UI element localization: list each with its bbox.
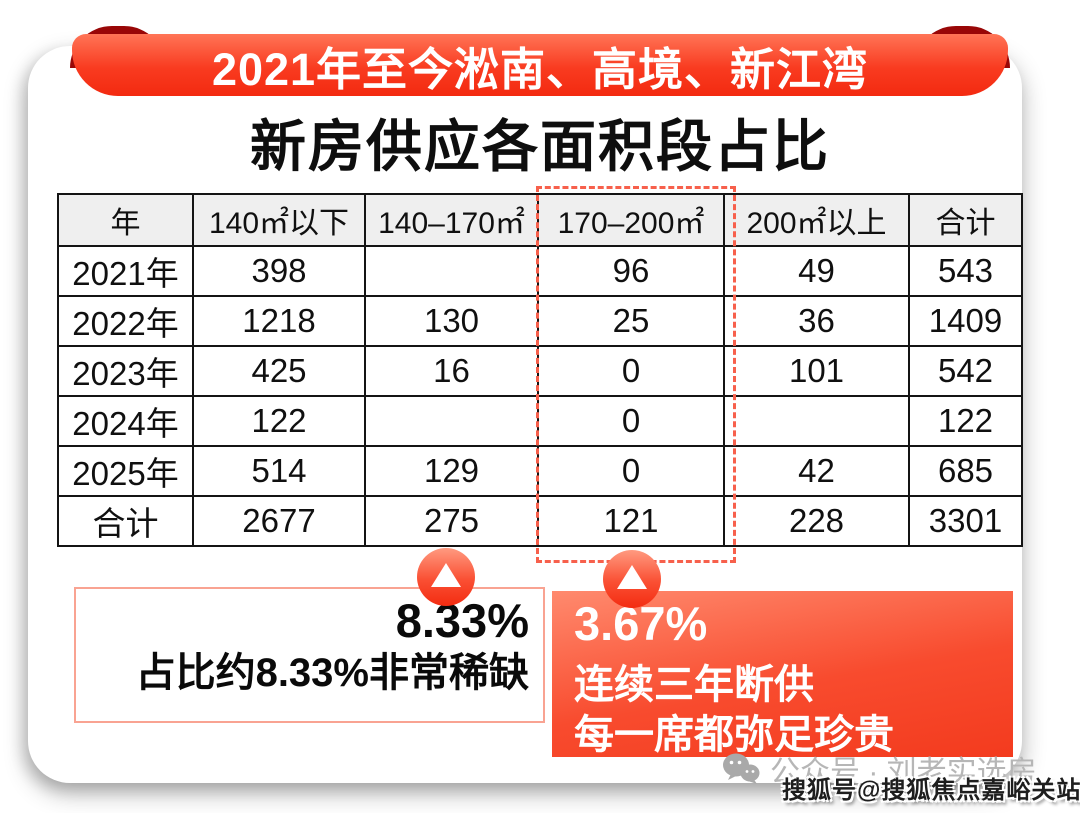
col-header-170-200-highlighted: 170–200㎡ bbox=[537, 193, 725, 247]
cell-value: 1218 bbox=[192, 295, 366, 347]
cell-value: 122 bbox=[192, 395, 366, 447]
cell-value bbox=[723, 395, 910, 447]
cell-year: 2021年 bbox=[57, 245, 194, 297]
col-header-total: 合计 bbox=[908, 193, 1023, 247]
cell-value: 49 bbox=[723, 245, 910, 297]
table-header-row: 年 140㎡以下 140–170㎡ 170–200㎡ 200㎡以上 合计 bbox=[57, 193, 1023, 247]
cell-value-highlighted: 96 bbox=[537, 245, 725, 297]
cell-value: 228 bbox=[723, 495, 910, 547]
cell-value bbox=[364, 245, 539, 297]
cell-year: 2025年 bbox=[57, 445, 194, 497]
cell-year: 合计 bbox=[57, 495, 194, 547]
cell-value: 42 bbox=[723, 445, 910, 497]
wechat-icon bbox=[723, 753, 760, 784]
cell-value: 275 bbox=[364, 495, 539, 547]
col-header-140-170: 140–170㎡ bbox=[364, 193, 539, 247]
cell-value: 398 bbox=[192, 245, 366, 297]
cell-total: 543 bbox=[908, 245, 1023, 297]
cell-total: 1409 bbox=[908, 295, 1023, 347]
table-row-2025: 2025年 514 129 0 42 685 bbox=[57, 445, 1023, 497]
page-title: 新房供应各面积段占比 bbox=[250, 115, 830, 178]
supply-table: 年 140㎡以下 140–170㎡ 170–200㎡ 200㎡以上 合计 202… bbox=[57, 193, 1023, 547]
triangle-up-icon bbox=[617, 565, 647, 589]
callout-left-caption: 占比约8.33%非常稀缺 bbox=[135, 650, 529, 695]
cell-total: 542 bbox=[908, 345, 1023, 397]
cell-value-highlighted: 0 bbox=[537, 445, 725, 497]
callout-left-percent: 8.33% bbox=[395, 594, 529, 647]
cell-value bbox=[364, 395, 539, 447]
cell-value-highlighted: 0 bbox=[537, 395, 725, 447]
table-row-2022: 2022年 1218 130 25 36 1409 bbox=[57, 295, 1023, 347]
table-row-2024: 2024年 122 0 122 bbox=[57, 395, 1023, 447]
cell-value-highlighted: 121 bbox=[537, 495, 725, 547]
cell-value: 16 bbox=[364, 345, 539, 397]
col-header-under-140: 140㎡以下 bbox=[192, 193, 366, 247]
table-row-2023: 2023年 425 16 0 101 542 bbox=[57, 345, 1023, 397]
cell-year: 2024年 bbox=[57, 395, 194, 447]
wechat-watermark: 公众号 · 刘老实选房 bbox=[722, 747, 1037, 791]
table-row-total: 合计 2677 275 121 228 3301 bbox=[57, 495, 1023, 547]
cell-value: 101 bbox=[723, 345, 910, 397]
callout-right-line1: 连续三年断供 bbox=[574, 663, 814, 708]
ribbon-banner: 2021年至今淞南、高境、新江湾 bbox=[64, 26, 1016, 100]
triangle-up-icon bbox=[431, 563, 461, 587]
cell-total: 122 bbox=[908, 395, 1023, 447]
table-row-2021: 2021年 398 96 49 543 bbox=[57, 245, 1023, 297]
cell-value: 129 bbox=[364, 445, 539, 497]
cell-value: 36 bbox=[723, 295, 910, 347]
callout-170-200: 3.67% 连续三年断供 每一席都弥足珍贵 bbox=[552, 591, 1013, 757]
cell-value: 2677 bbox=[192, 495, 366, 547]
cell-value: 425 bbox=[192, 345, 366, 397]
col-header-over-200: 200㎡以上 bbox=[723, 193, 910, 247]
cell-total: 685 bbox=[908, 445, 1023, 497]
ribbon-title: 2021年至今淞南、高境、新江湾 bbox=[211, 43, 869, 95]
callout-140-170: 8.33% 占比约8.33%非常稀缺 bbox=[74, 587, 545, 723]
wechat-watermark-text: 公众号 · 刘老实选房 bbox=[770, 756, 1037, 789]
cell-value: 514 bbox=[192, 445, 366, 497]
arrow-up-badge-icon bbox=[417, 548, 475, 606]
cell-value-highlighted: 25 bbox=[537, 295, 725, 347]
ribbon-bar: 2021年至今淞南、高境、新江湾 bbox=[72, 34, 1008, 96]
callout-right-line2: 每一席都弥足珍贵 bbox=[574, 713, 894, 758]
cell-value: 130 bbox=[364, 295, 539, 347]
col-header-year: 年 bbox=[57, 193, 194, 247]
sohu-watermark: 搜狐号@搜狐焦点嘉峪关站 bbox=[782, 777, 1080, 804]
cell-total: 3301 bbox=[908, 495, 1023, 547]
cell-year: 2023年 bbox=[57, 345, 194, 397]
cell-year: 2022年 bbox=[57, 295, 194, 347]
cell-value-highlighted: 0 bbox=[537, 345, 725, 397]
arrow-up-badge-icon bbox=[603, 550, 661, 608]
